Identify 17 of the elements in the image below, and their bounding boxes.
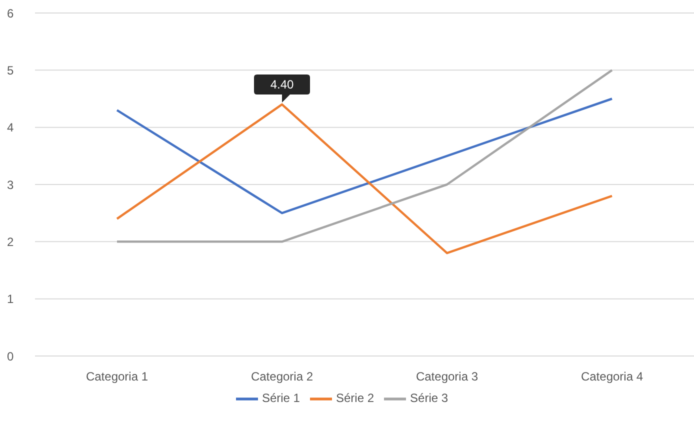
line-series: [116, 98, 614, 214]
y-tick-label: 5: [7, 63, 14, 78]
y-tick-label: 1: [7, 292, 14, 306]
x-tick-label: Categoria 2: [250, 370, 314, 384]
x-tick-label: Categoria 4: [580, 370, 644, 384]
annotation: 4.40: [270, 77, 294, 92]
y-tick-label: 2: [7, 234, 14, 249]
y-tick-label: 0: [7, 349, 14, 364]
x-tick-label: Categoria 1: [86, 370, 148, 384]
y-tick-label: 6: [7, 6, 14, 20]
line-series: [116, 103, 614, 254]
legend-label: Série 3: [410, 391, 448, 406]
legend-label: Série 1: [262, 391, 300, 406]
y-tick-label: 3: [7, 178, 14, 192]
y-tick-label: 4: [7, 120, 14, 135]
legend-label: Série 2: [336, 391, 374, 406]
x-tick-label: Categoria 3: [416, 370, 478, 384]
